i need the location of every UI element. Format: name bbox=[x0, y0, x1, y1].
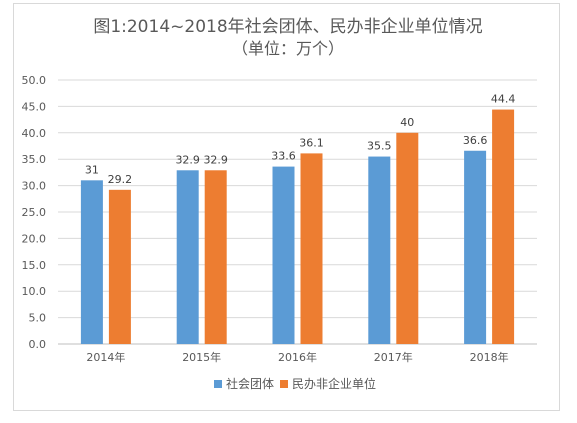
data-label: 32.9 bbox=[175, 153, 200, 166]
bar bbox=[176, 170, 199, 344]
y-tick-label: 40.0 bbox=[22, 127, 47, 140]
x-axis-categories: 2014年 2015年 2016年 2017年 2018年 bbox=[86, 350, 508, 364]
bar bbox=[492, 109, 515, 345]
y-tick-label: 50.0 bbox=[22, 74, 47, 87]
data-label: 35.5 bbox=[367, 140, 392, 153]
y-tick-label: 10.0 bbox=[22, 285, 47, 298]
legend-label: 民办非企业单位 bbox=[292, 376, 376, 391]
y-tick-label: 5.0 bbox=[29, 312, 47, 325]
y-tick-label: 15.0 bbox=[22, 259, 47, 272]
y-tick-label: 0.0 bbox=[29, 338, 47, 351]
data-label: 40 bbox=[400, 116, 414, 129]
legend-swatch bbox=[280, 380, 288, 388]
legend-label: 社会团体 bbox=[226, 376, 274, 391]
data-label: 33.6 bbox=[271, 150, 296, 163]
data-label: 36.1 bbox=[299, 136, 324, 149]
x-tick-label: 2015年 bbox=[182, 350, 221, 364]
data-labels: 31 29.2 32.9 32.9 33.636.1 35.5 40 36.6 44.4 bbox=[85, 93, 515, 186]
gridlines bbox=[58, 79, 537, 345]
y-tick-label: 20.0 bbox=[22, 232, 47, 245]
bar bbox=[396, 132, 419, 344]
data-label: 29.2 bbox=[108, 173, 133, 186]
x-tick-label: 2016年 bbox=[278, 350, 317, 364]
bar bbox=[272, 166, 295, 344]
x-tick-label: 2014年 bbox=[86, 350, 125, 364]
y-axis-ticks: 0.0 5.0 10.0 15.0 20.0 25.0 30.0 35.0 40.0 45.0 50… bbox=[22, 74, 47, 351]
x-tick-label: 2018年 bbox=[470, 350, 509, 364]
chart-subtitle: （单位：万个） bbox=[232, 39, 344, 58]
data-label: 32.9 bbox=[203, 153, 228, 166]
y-tick-label: 30.0 bbox=[22, 180, 47, 193]
bar bbox=[300, 153, 323, 344]
data-label: 36.6 bbox=[463, 134, 488, 147]
chart-title: 图1:2014~2018年社会团体、民办非企业单位情况 bbox=[93, 17, 482, 37]
y-tick-label: 35.0 bbox=[22, 153, 47, 166]
data-label: 31 bbox=[85, 163, 99, 176]
bar bbox=[80, 180, 103, 344]
bars bbox=[80, 109, 515, 345]
y-tick-label: 25.0 bbox=[22, 206, 47, 219]
x-tick-label: 2017年 bbox=[374, 350, 413, 364]
bar bbox=[204, 170, 227, 344]
data-label: 44.4 bbox=[491, 93, 516, 106]
bar bbox=[108, 189, 131, 344]
bar bbox=[464, 150, 487, 344]
bar bbox=[368, 156, 391, 344]
legend-swatch bbox=[214, 380, 222, 388]
legend: 社会团体 民办非企业单位 bbox=[214, 376, 376, 391]
y-tick-label: 45.0 bbox=[22, 100, 47, 113]
